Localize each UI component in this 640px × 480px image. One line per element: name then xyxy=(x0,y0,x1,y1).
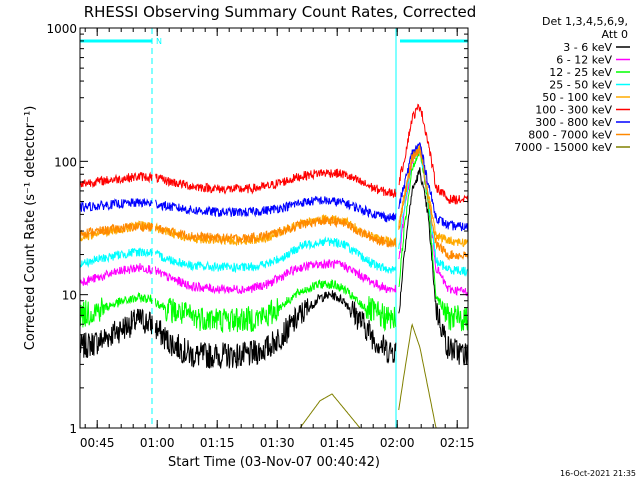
series-12-25-kev-line xyxy=(398,146,469,332)
series-300-800-kev-line xyxy=(398,142,469,232)
y-axis-label: Corrected Count Rate (s⁻¹ detector⁻¹) xyxy=(23,106,38,351)
x-tick-label: 01:30 xyxy=(260,436,295,450)
chart-title: RHESSI Observing Summary Count Rates, Co… xyxy=(84,3,477,21)
series-6-12-kev-line xyxy=(154,258,397,295)
legend-label: 50 - 100 keV xyxy=(542,91,612,104)
series-6-12-kev-line xyxy=(79,263,153,287)
x-axis-label: Start Time (03-Nov-07 00:40:42) xyxy=(168,455,380,470)
series-layer xyxy=(79,103,469,429)
y-tick-label: 100 xyxy=(54,155,77,169)
series-3-6-kev-line xyxy=(398,167,469,366)
x-tick-label: 01:15 xyxy=(200,436,235,450)
legend-header-line-1: Det 1,3,4,5,6,9, xyxy=(542,15,628,28)
legend-label: 6 - 12 keV xyxy=(556,54,612,67)
legend-label: 800 - 7000 keV xyxy=(528,129,612,142)
legend-label: 25 - 50 keV xyxy=(549,79,612,92)
series-12-25-kev-line xyxy=(79,291,153,328)
series-100-300-kev-line xyxy=(398,103,469,205)
legend-header-line-2: Att 0 xyxy=(602,28,628,41)
series-25-50-kev-line xyxy=(79,247,153,269)
series-3-6-kev-line xyxy=(154,290,397,369)
series-800-7000-kev-line xyxy=(398,144,469,261)
series-12-25-kev-line xyxy=(154,279,397,333)
series-3-6-kev-line xyxy=(79,308,153,358)
series-25-50-kev-line xyxy=(154,236,397,274)
series-800-7000-kev-line xyxy=(79,221,153,238)
series-7000-15000-kev-line xyxy=(155,393,396,429)
series-50-100-kev-line xyxy=(398,143,469,248)
series-7000-15000-kev-line xyxy=(398,322,468,429)
y-tick-label: 10 xyxy=(62,289,77,303)
x-tick-label: 01:45 xyxy=(320,436,355,450)
legend-label: 12 - 25 keV xyxy=(549,66,612,79)
x-tick-label: 01:00 xyxy=(140,436,175,450)
generated-timestamp: 16-Oct-2021 21:35 xyxy=(560,469,636,478)
plot-frame xyxy=(79,27,469,429)
axis-ticks: 00:45 01:00 01:15 01:30 01:45 02:00 02:15 1 10 10… xyxy=(46,22,474,450)
series-800-7000-kev-line xyxy=(154,216,397,248)
plot-area: N 00:45 01:00 01:15 01:30 01:45 02:00 02:15 1 10… xyxy=(46,22,474,450)
series-100-300-kev-line xyxy=(154,168,397,199)
legend-label: 3 - 6 keV xyxy=(563,41,612,54)
y-tick-label: 1 xyxy=(69,422,77,436)
legend-label: 100 - 300 keV xyxy=(535,104,612,117)
x-tick-label: 00:45 xyxy=(80,436,115,450)
x-tick-label: 02:15 xyxy=(440,436,475,450)
legend-label: 300 - 800 keV xyxy=(535,116,612,129)
series-100-300-kev-line xyxy=(79,171,153,189)
night-marker-label: N xyxy=(156,37,162,46)
series-50-100-kev-line xyxy=(154,213,397,247)
x-tick-label: 02:00 xyxy=(380,436,415,450)
legend-label: 7000 - 15000 keV xyxy=(514,141,612,154)
series-300-800-kev-line xyxy=(79,198,153,213)
y-tick-label: 1000 xyxy=(46,22,77,36)
series-300-800-kev-line xyxy=(154,195,397,223)
